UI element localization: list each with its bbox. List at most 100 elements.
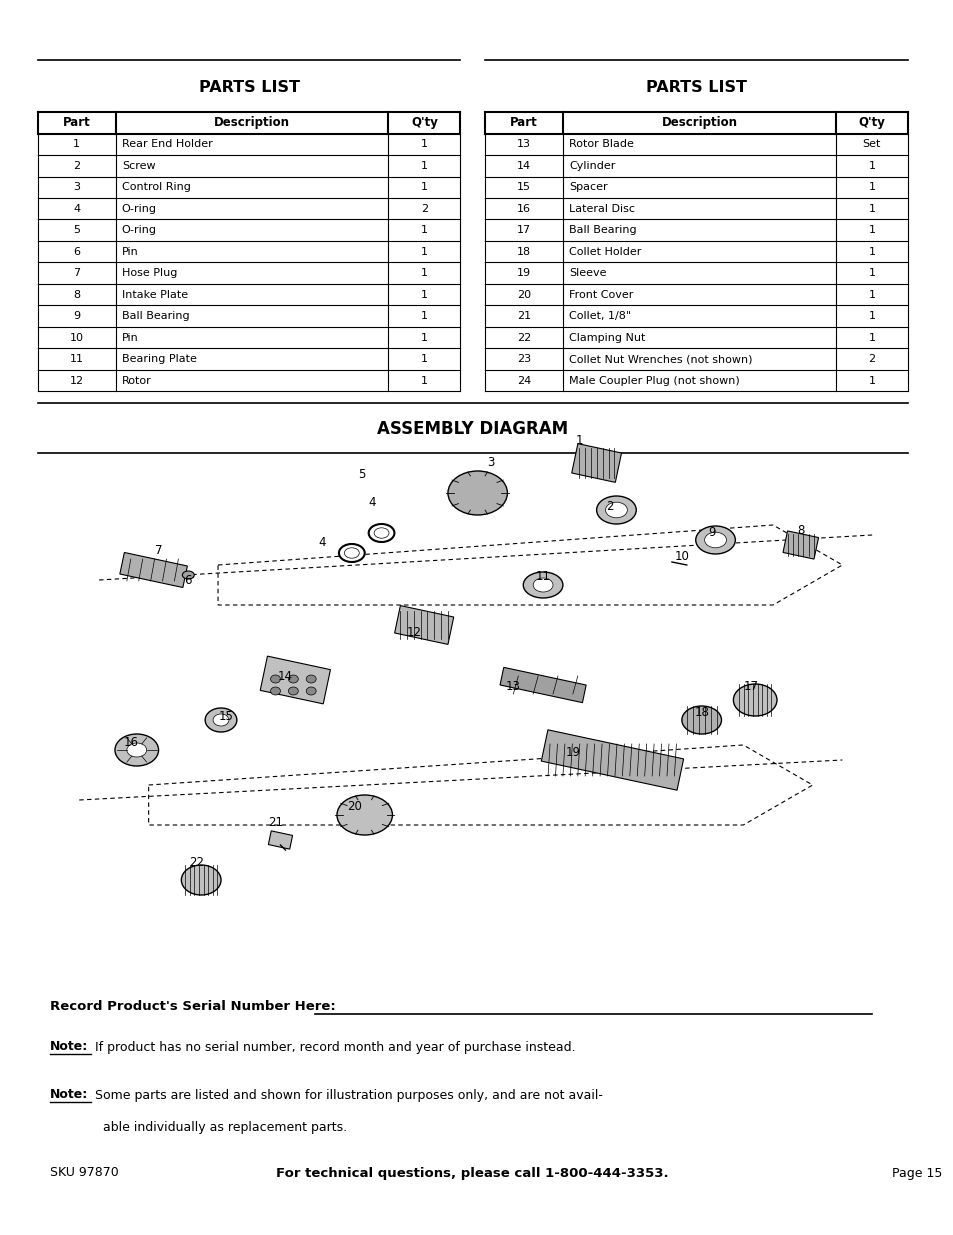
Ellipse shape <box>288 687 298 695</box>
Text: 1: 1 <box>420 290 428 300</box>
Text: 8: 8 <box>797 524 803 536</box>
Text: 1: 1 <box>867 183 875 193</box>
Text: 4: 4 <box>318 536 326 550</box>
Text: 20: 20 <box>347 800 362 814</box>
Ellipse shape <box>338 543 364 562</box>
Text: Ball Bearing: Ball Bearing <box>569 225 637 235</box>
Text: 4: 4 <box>73 204 80 214</box>
Text: Set: Set <box>862 140 881 149</box>
Text: 2: 2 <box>867 354 875 364</box>
Text: 6: 6 <box>184 573 192 587</box>
Text: 1: 1 <box>420 183 428 193</box>
Text: 10: 10 <box>70 332 84 343</box>
Text: 24: 24 <box>517 375 531 385</box>
Ellipse shape <box>271 676 280 683</box>
Text: 1: 1 <box>420 140 428 149</box>
Text: Control Ring: Control Ring <box>122 183 191 193</box>
Text: Collet Nut Wrenches (not shown): Collet Nut Wrenches (not shown) <box>569 354 752 364</box>
Text: 19: 19 <box>517 268 531 278</box>
Text: 15: 15 <box>218 710 233 724</box>
Text: 10: 10 <box>674 551 689 563</box>
Text: 1: 1 <box>576 433 583 447</box>
Text: Rotor: Rotor <box>122 375 152 385</box>
Ellipse shape <box>306 676 315 683</box>
Polygon shape <box>571 443 620 483</box>
Text: 11: 11 <box>70 354 84 364</box>
Text: Spacer: Spacer <box>569 183 607 193</box>
Text: 6: 6 <box>73 247 80 257</box>
Ellipse shape <box>271 687 280 695</box>
Ellipse shape <box>181 864 221 895</box>
Text: 1: 1 <box>867 332 875 343</box>
Ellipse shape <box>681 706 720 734</box>
Text: Note:: Note: <box>50 1088 88 1102</box>
Text: Collet Holder: Collet Holder <box>569 247 641 257</box>
Text: Intake Plate: Intake Plate <box>122 290 188 300</box>
Text: 18: 18 <box>694 706 708 720</box>
Text: 9: 9 <box>707 526 715 540</box>
Text: 3: 3 <box>73 183 80 193</box>
Text: Record Product's Serial Number Here:: Record Product's Serial Number Here: <box>50 1000 335 1014</box>
Text: 15: 15 <box>517 183 531 193</box>
Text: 1: 1 <box>867 311 875 321</box>
Ellipse shape <box>448 471 507 515</box>
Text: Part: Part <box>63 116 91 130</box>
Text: 1: 1 <box>420 247 428 257</box>
Text: O-ring: O-ring <box>122 204 156 214</box>
Text: 4: 4 <box>368 496 375 510</box>
Bar <box>37 112 460 133</box>
Text: Screw: Screw <box>122 161 155 170</box>
Text: ASSEMBLY DIAGRAM: ASSEMBLY DIAGRAM <box>376 420 568 438</box>
Text: Part: Part <box>510 116 537 130</box>
Text: Rear End Holder: Rear End Holder <box>122 140 213 149</box>
Ellipse shape <box>127 743 147 757</box>
Polygon shape <box>540 730 683 790</box>
Text: 1: 1 <box>867 290 875 300</box>
Text: 21: 21 <box>517 311 531 321</box>
Ellipse shape <box>205 708 236 732</box>
Text: 2: 2 <box>73 161 80 170</box>
Text: 17: 17 <box>743 680 758 694</box>
Text: 5: 5 <box>73 225 80 235</box>
Text: 22: 22 <box>517 332 531 343</box>
Polygon shape <box>499 667 585 703</box>
Polygon shape <box>395 605 454 645</box>
Text: 21: 21 <box>268 816 283 830</box>
Text: 18: 18 <box>517 247 531 257</box>
Text: 13: 13 <box>505 680 520 694</box>
Text: 14: 14 <box>277 671 293 683</box>
Ellipse shape <box>374 527 389 538</box>
Polygon shape <box>120 552 187 588</box>
Ellipse shape <box>288 676 298 683</box>
Text: Rotor Blade: Rotor Blade <box>569 140 634 149</box>
Text: 2: 2 <box>420 204 428 214</box>
Text: 14: 14 <box>517 161 531 170</box>
Text: 1: 1 <box>420 375 428 385</box>
Text: Bearing Plate: Bearing Plate <box>122 354 196 364</box>
Ellipse shape <box>336 795 392 835</box>
Text: able individually as replacement parts.: able individually as replacement parts. <box>103 1120 347 1134</box>
Text: Sleeve: Sleeve <box>569 268 606 278</box>
Text: 1: 1 <box>73 140 80 149</box>
Text: 1: 1 <box>420 354 428 364</box>
Text: 2: 2 <box>605 500 613 514</box>
Text: Cylinder: Cylinder <box>569 161 615 170</box>
Ellipse shape <box>182 571 194 579</box>
Ellipse shape <box>523 572 562 598</box>
Text: SKU 97870: SKU 97870 <box>50 1167 118 1179</box>
Text: 17: 17 <box>517 225 531 235</box>
Bar <box>485 112 907 133</box>
Text: Collet, 1/8": Collet, 1/8" <box>569 311 631 321</box>
Ellipse shape <box>533 578 553 592</box>
Text: 1: 1 <box>420 161 428 170</box>
Text: Clamping Nut: Clamping Nut <box>569 332 645 343</box>
Text: Lateral Disc: Lateral Disc <box>569 204 635 214</box>
Text: 16: 16 <box>123 736 138 750</box>
Ellipse shape <box>115 734 158 766</box>
Text: Description: Description <box>214 116 290 130</box>
Text: 1: 1 <box>867 225 875 235</box>
Ellipse shape <box>213 714 229 726</box>
Ellipse shape <box>704 532 725 548</box>
Text: Front Cover: Front Cover <box>569 290 633 300</box>
Text: Note:: Note: <box>50 1041 88 1053</box>
